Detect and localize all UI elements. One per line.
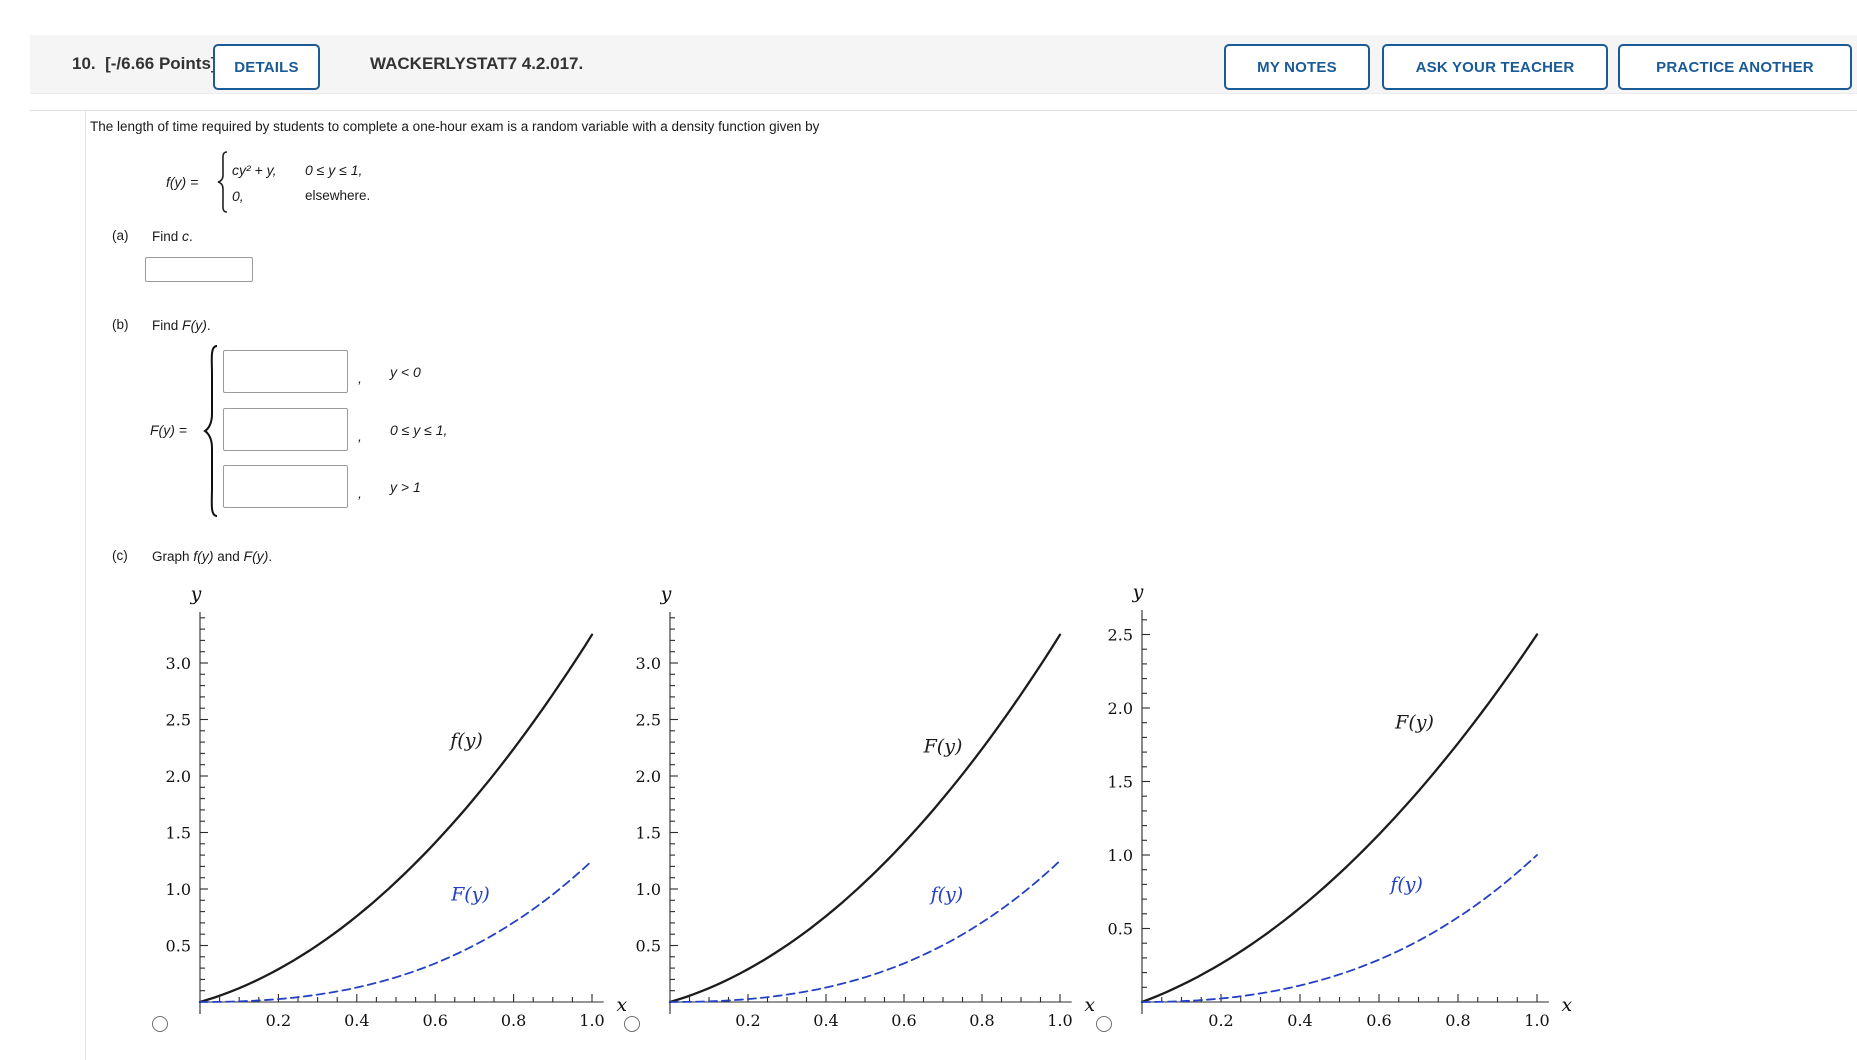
question-number: 10.	[72, 54, 96, 73]
svg-text:f(y): f(y)	[448, 730, 483, 752]
svg-text:0.4: 0.4	[813, 1011, 838, 1030]
svg-text:3.0: 3.0	[636, 654, 661, 673]
svg-text:0.4: 0.4	[1287, 1011, 1312, 1030]
cdf-left-brace	[203, 345, 218, 517]
svg-text:f(y): f(y)	[929, 883, 964, 905]
ask-your-teacher-button[interactable]: ASK YOUR TEACHER	[1382, 44, 1608, 90]
svg-text:0.2: 0.2	[1208, 1011, 1233, 1030]
graph-option-3-radio[interactable]	[1096, 1016, 1112, 1032]
part-c-math1: f(y)	[193, 548, 214, 564]
svg-text:1.0: 1.0	[579, 1011, 604, 1030]
svg-text:0.6: 0.6	[1366, 1011, 1391, 1030]
part-c-math2: F(y)	[243, 548, 269, 564]
part-a-math: c	[182, 228, 190, 244]
assignment-code: WACKERLYSTAT7 4.2.017.	[370, 54, 584, 73]
svg-text:F(y): F(y)	[1394, 712, 1434, 734]
svg-text:f(y): f(y)	[1388, 873, 1423, 895]
svg-text:2.5: 2.5	[1108, 626, 1133, 645]
case1-condition: y < 0	[390, 364, 421, 380]
svg-text:3.0: 3.0	[166, 654, 191, 673]
svg-text:y: y	[1132, 581, 1144, 603]
my-notes-button[interactable]: MY NOTES	[1224, 44, 1370, 90]
case2-condition: 0 ≤ y ≤ 1,	[390, 422, 448, 438]
density-left-brace	[217, 151, 228, 213]
case1-comma: ,	[358, 370, 362, 386]
case3-condition: y > 1	[390, 479, 421, 495]
svg-text:x: x	[616, 994, 627, 1016]
svg-text:0.6: 0.6	[891, 1011, 916, 1030]
density-case1-condition: 0 ≤ y ≤ 1,	[305, 162, 363, 178]
density-case1-expression: cy² + y,	[232, 162, 277, 178]
svg-text:0.2: 0.2	[735, 1011, 760, 1030]
svg-text:y: y	[660, 583, 672, 605]
case3-comma: ,	[358, 485, 362, 501]
svg-text:0.4: 0.4	[344, 1011, 369, 1030]
svg-text:1.5: 1.5	[1108, 773, 1133, 792]
svg-text:2.5: 2.5	[166, 711, 191, 730]
svg-text:0.5: 0.5	[166, 937, 191, 956]
case2-comma: ,	[358, 428, 362, 444]
part-b-math: F(y)	[182, 317, 207, 333]
svg-text:1.0: 1.0	[1108, 846, 1133, 865]
density-case2-condition: elsewhere.	[305, 188, 371, 203]
svg-text:0.8: 0.8	[1445, 1011, 1470, 1030]
question-number-points: 10. [-/6.66 Points]	[72, 54, 217, 74]
problem-statement: The length of time required by students …	[90, 119, 820, 134]
details-button[interactable]: DETAILS	[213, 44, 320, 90]
svg-text:2.0: 2.0	[166, 767, 191, 786]
svg-text:1.5: 1.5	[166, 824, 191, 843]
svg-text:0.8: 0.8	[969, 1011, 994, 1030]
part-b-label: (b)	[112, 317, 129, 332]
part-b-prompt: Find F(y).	[152, 317, 211, 333]
part-b-case2-input[interactable]	[223, 408, 348, 451]
part-b-case1-input[interactable]	[223, 350, 348, 393]
svg-text:0.6: 0.6	[422, 1011, 447, 1030]
graph-option-1-plot: 0.2 0.4 0.6 0.8 1.0 0.5 1.0 1.5 2.0 2.5 3.0 y x f(y) F…	[166, 583, 628, 1030]
part-a-prompt: Find c.	[152, 228, 193, 244]
content-top-divider	[30, 110, 1857, 111]
svg-text:1.0: 1.0	[166, 880, 191, 899]
graph-option-1-radio[interactable]	[152, 1016, 168, 1032]
svg-text:2.5: 2.5	[636, 711, 661, 730]
svg-text:0.5: 0.5	[636, 937, 661, 956]
cdf-lhs: F(y) =	[150, 422, 187, 438]
part-a-label: (a)	[112, 228, 129, 243]
svg-text:1.5: 1.5	[636, 824, 661, 843]
svg-text:1.0: 1.0	[636, 880, 661, 899]
svg-text:0.5: 0.5	[1108, 920, 1133, 939]
svg-text:0.8: 0.8	[501, 1011, 526, 1030]
graph-option-2-radio[interactable]	[624, 1016, 640, 1032]
question-header-bar: 10. [-/6.66 Points] DETAILS WACKERLYSTAT…	[30, 35, 1857, 94]
svg-text:x: x	[1561, 994, 1572, 1016]
svg-text:x: x	[1084, 994, 1095, 1016]
part-b-case3-input[interactable]	[223, 465, 348, 508]
part-c-prompt: Graph f(y) and F(y).	[152, 548, 273, 564]
svg-text:1.0: 1.0	[1047, 1011, 1072, 1030]
svg-text:F(y): F(y)	[923, 735, 963, 757]
graph-option-2-plot: 0.2 0.4 0.6 0.8 1.0 0.5 1.0 1.5 2.0 2.5 3.0 y x F(y) f…	[636, 583, 1096, 1030]
svg-text:0.2: 0.2	[266, 1011, 291, 1030]
svg-text:1.0: 1.0	[1524, 1011, 1549, 1030]
svg-text:F(y): F(y)	[450, 883, 490, 905]
content-left-divider	[85, 110, 86, 1060]
practice-another-button[interactable]: PRACTICE ANOTHER	[1618, 44, 1852, 90]
part-a-answer-input[interactable]	[145, 257, 253, 282]
svg-text:y: y	[190, 583, 202, 605]
density-case2-expression: 0,	[232, 188, 244, 204]
svg-text:2.0: 2.0	[636, 767, 661, 786]
graph-option-3-plot: 0.2 0.4 0.6 0.8 1.0 0.5 1.0 1.5 2.0 2.5 y x F(y) f(y)	[1108, 581, 1573, 1030]
part-c-label: (c)	[112, 548, 128, 563]
density-lhs: f(y) =	[166, 174, 199, 190]
svg-text:2.0: 2.0	[1108, 699, 1133, 718]
question-points: [-/6.66 Points]	[105, 54, 217, 73]
